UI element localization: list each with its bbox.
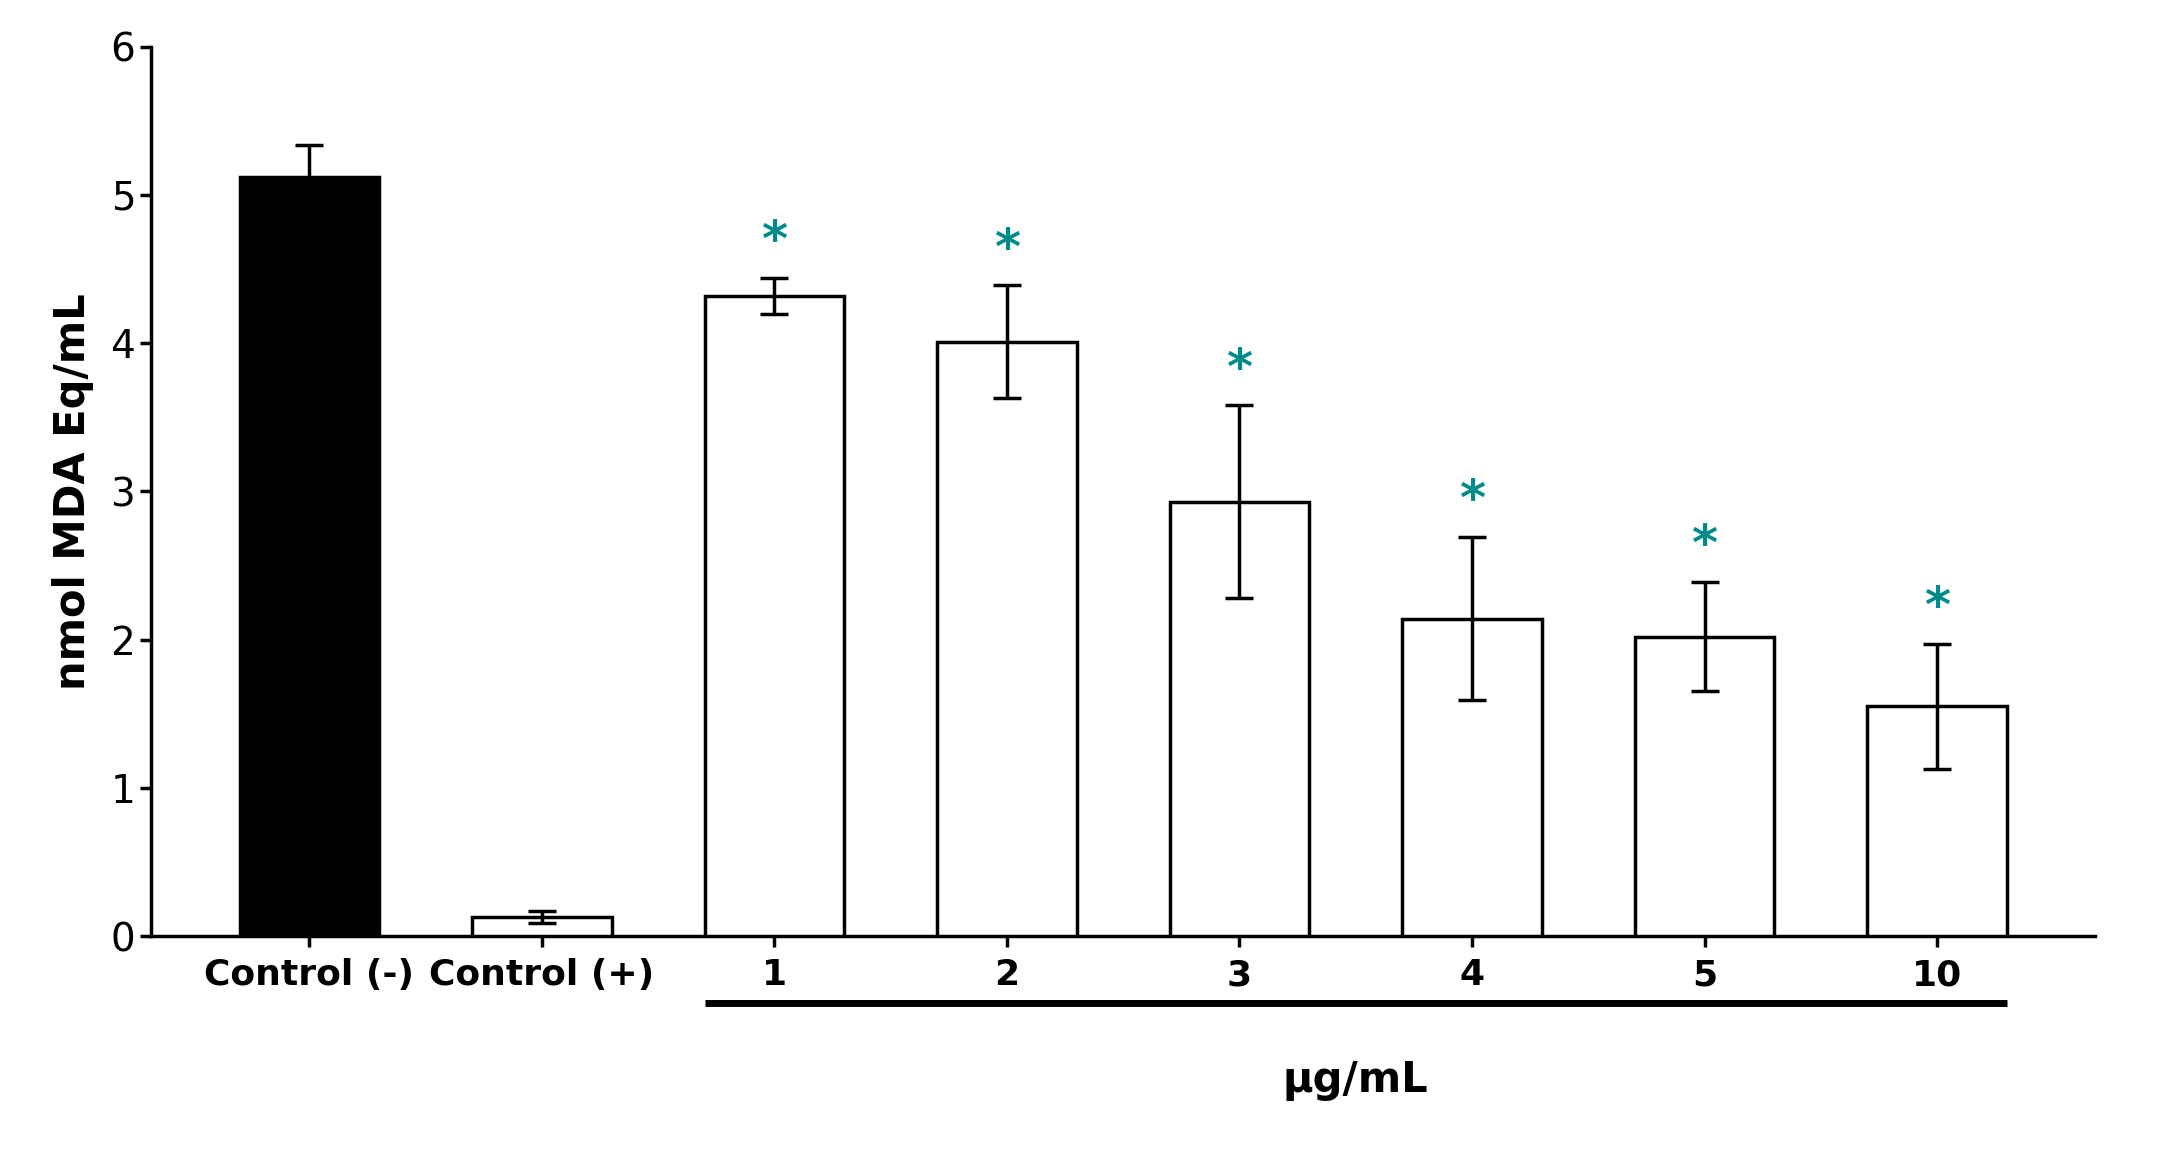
Text: *: *: [1458, 477, 1486, 525]
Y-axis label: nmol MDA Eq/mL: nmol MDA Eq/mL: [52, 292, 93, 690]
Text: *: *: [1227, 345, 1253, 393]
Text: *: *: [994, 226, 1020, 274]
Bar: [240, 177, 380, 936]
Bar: [1866, 707, 2007, 936]
Text: *: *: [1691, 522, 1717, 570]
Bar: [1402, 619, 1542, 936]
Text: μg/mL: μg/mL: [1283, 1059, 1428, 1101]
Text: *: *: [760, 218, 788, 266]
Bar: [1171, 502, 1309, 936]
Bar: [1635, 636, 1773, 936]
Bar: [473, 917, 611, 936]
Bar: [937, 342, 1076, 936]
Text: *: *: [1925, 584, 1950, 632]
Bar: [704, 296, 845, 936]
